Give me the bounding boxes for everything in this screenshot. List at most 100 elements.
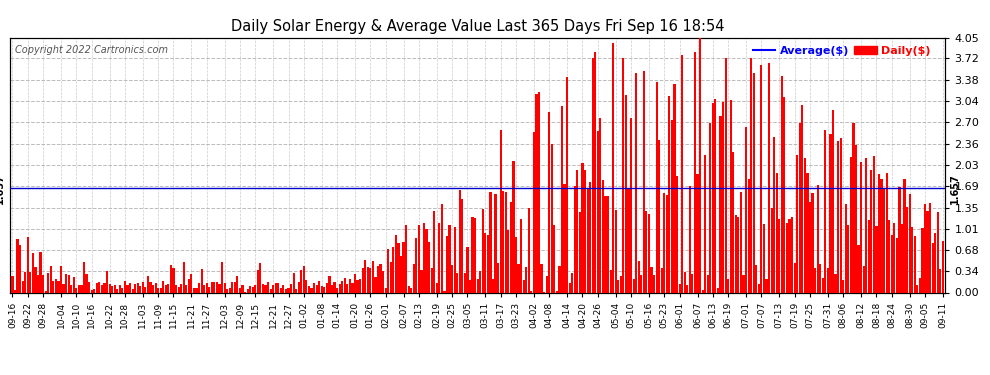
Bar [878, 174, 880, 292]
Bar [883, 189, 885, 292]
Bar [494, 194, 497, 292]
Bar [147, 276, 149, 292]
Bar [353, 274, 356, 292]
Bar [88, 282, 90, 292]
Bar [106, 271, 108, 292]
Bar [612, 43, 614, 292]
Bar [794, 264, 796, 292]
Bar [154, 283, 156, 292]
Bar [919, 278, 921, 292]
Bar [822, 278, 824, 292]
Bar [369, 268, 371, 292]
Bar [555, 291, 558, 292]
Bar [788, 219, 791, 292]
Bar [366, 267, 369, 292]
Bar [226, 289, 229, 292]
Bar [426, 228, 428, 292]
Text: 1.657: 1.657 [0, 173, 5, 204]
Bar [374, 278, 376, 292]
Bar [896, 238, 898, 292]
Bar [201, 269, 203, 292]
Bar [62, 284, 64, 292]
Bar [410, 288, 412, 292]
Bar [791, 217, 793, 292]
Bar [722, 102, 724, 292]
Bar [752, 74, 754, 292]
Bar [259, 264, 261, 292]
Bar [444, 291, 446, 292]
Bar [541, 264, 543, 292]
Bar [408, 286, 410, 292]
Bar [497, 263, 499, 292]
Bar [502, 191, 504, 292]
Bar [180, 284, 182, 292]
Bar [500, 130, 502, 292]
Bar [898, 188, 901, 292]
Bar [832, 110, 834, 292]
Bar [474, 218, 476, 292]
Bar [111, 286, 113, 292]
Bar [114, 285, 116, 292]
Bar [22, 281, 24, 292]
Bar [272, 285, 274, 292]
Bar [730, 100, 732, 292]
Bar [860, 162, 862, 292]
Bar [917, 285, 919, 292]
Bar [727, 279, 730, 292]
Bar [681, 56, 683, 292]
Bar [24, 272, 27, 292]
Bar [54, 279, 57, 292]
Bar [329, 276, 331, 292]
Bar [124, 282, 126, 292]
Bar [80, 285, 82, 292]
Bar [11, 276, 14, 292]
Bar [308, 286, 310, 292]
Bar [303, 266, 305, 292]
Bar [536, 94, 538, 292]
Bar [239, 288, 241, 292]
Bar [262, 284, 264, 292]
Bar [346, 284, 348, 292]
Bar [405, 225, 407, 292]
Bar [182, 262, 185, 292]
Bar [760, 66, 762, 292]
Bar [351, 283, 353, 292]
Bar [72, 277, 75, 292]
Bar [645, 211, 647, 292]
Bar [770, 208, 773, 292]
Bar [633, 279, 635, 292]
Bar [392, 247, 394, 292]
Bar [886, 173, 888, 292]
Bar [924, 204, 926, 292]
Bar [456, 273, 458, 292]
Bar [96, 283, 98, 292]
Bar [413, 264, 415, 292]
Bar [232, 282, 234, 292]
Bar [617, 280, 620, 292]
Bar [561, 106, 563, 292]
Bar [295, 289, 297, 292]
Bar [359, 279, 361, 292]
Bar [326, 283, 328, 292]
Bar [607, 196, 609, 292]
Bar [48, 273, 50, 292]
Bar [277, 283, 279, 292]
Bar [888, 220, 890, 292]
Bar [254, 285, 256, 292]
Bar [825, 130, 827, 292]
Bar [563, 184, 565, 292]
Bar [149, 282, 151, 292]
Bar [461, 199, 463, 292]
Bar [840, 138, 842, 292]
Bar [880, 179, 883, 292]
Bar [625, 95, 627, 292]
Bar [906, 207, 908, 292]
Bar [70, 285, 72, 292]
Bar [707, 275, 709, 292]
Bar [799, 123, 801, 292]
Bar [318, 281, 321, 292]
Bar [175, 285, 177, 292]
Bar [940, 269, 941, 292]
Bar [870, 170, 872, 292]
Bar [400, 256, 402, 292]
